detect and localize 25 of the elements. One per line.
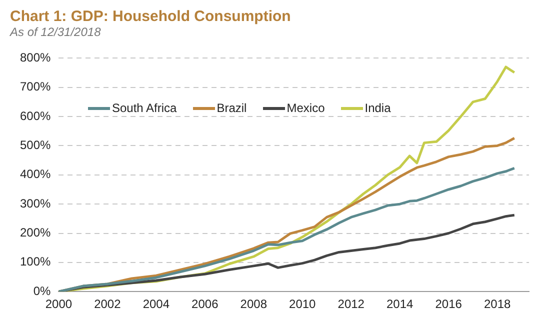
y-tick-label: 100% bbox=[20, 254, 52, 269]
legend-label: Mexico bbox=[286, 101, 325, 115]
x-tick-label: 2008 bbox=[240, 297, 268, 312]
y-tick-label: 400% bbox=[20, 167, 52, 182]
legend-label: India bbox=[364, 101, 391, 115]
y-tick-label: 600% bbox=[20, 108, 52, 123]
y-tick-label: 800% bbox=[20, 50, 52, 65]
x-tick-label: 2004 bbox=[142, 297, 170, 312]
y-tick-label: 200% bbox=[20, 226, 52, 240]
x-tick-label: 2016 bbox=[435, 297, 462, 312]
x-tick-label: 2018 bbox=[484, 297, 511, 312]
x-tick-label: 2006 bbox=[192, 297, 219, 312]
legend-label: South Africa bbox=[112, 101, 177, 115]
y-tick-label: 500% bbox=[20, 138, 52, 152]
chart-title: Chart 1: GDP: Household Consumption bbox=[10, 8, 292, 25]
y-tick-label: 0% bbox=[33, 284, 52, 298]
chart-subtitle: As of 12/31/2018 bbox=[10, 25, 102, 39]
x-tick-label: 2010 bbox=[289, 297, 316, 312]
x-tick-label: 2012 bbox=[338, 297, 365, 312]
y-tick-label: 300% bbox=[20, 196, 52, 210]
x-tick-label: 2014 bbox=[386, 297, 414, 312]
x-tick-label: 2000 bbox=[45, 297, 72, 312]
x-tick-label: 2002 bbox=[94, 297, 122, 312]
y-tick-label: 700% bbox=[20, 80, 52, 94]
legend-label: Brazil bbox=[216, 101, 247, 115]
